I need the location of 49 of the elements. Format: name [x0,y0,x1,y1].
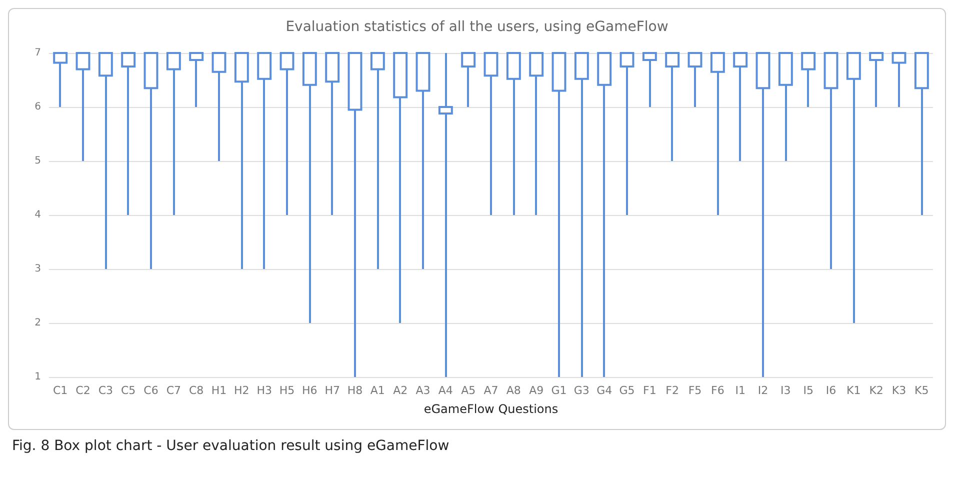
x-tick-label: A4 [438,384,453,397]
y-tick-label: 1 [34,372,41,382]
y-tick-label: 6 [34,102,41,112]
x-tick-label: I2 [758,384,768,397]
x-tick-label: I6 [826,384,836,397]
x-axis-title: eGameFlow Questions [424,402,558,416]
x-tick-label: F6 [711,384,724,397]
x-tick-label: G5 [619,384,635,397]
x-tick-label: K2 [869,384,884,397]
x-tick-label: A9 [529,384,544,397]
x-tick-label: H2 [234,384,250,397]
y-tick-label: 5 [34,156,41,166]
x-tick-label: F5 [688,384,702,397]
x-tick-label: G4 [596,384,612,397]
x-tick-label: C8 [188,384,204,397]
x-tick-label: C6 [144,384,158,397]
x-tick-label: F2 [666,384,679,397]
x-tick-label: I3 [780,384,791,397]
x-tick-label: A5 [461,384,476,397]
y-tick-label: 7 [34,48,41,58]
x-tick-label: H7 [324,384,340,397]
x-tick-label: A3 [416,384,430,397]
chart-title: Evaluation statistics of all the users, using eGameFlow [286,19,668,35]
x-tick-label: C5 [120,384,136,397]
x-tick-label: K1 [846,384,861,397]
x-tick-label: C7 [166,384,182,397]
x-tick-label: K3 [892,384,906,397]
x-tick-label: H1 [211,384,227,397]
y-tick-label: 3 [34,264,41,274]
x-tick-label: G3 [574,384,590,397]
x-tick-label: A1 [370,384,385,397]
x-tick-label: A2 [393,384,408,397]
x-tick-label: F1 [643,384,656,397]
x-tick-label: C3 [98,384,114,397]
x-tick-label: G1 [551,384,567,397]
x-tick-label: K5 [914,384,929,397]
x-tick-label: I5 [803,384,814,397]
x-tick-label: A8 [506,384,521,397]
x-tick-label: C1 [52,384,68,397]
y-tick-label: 4 [34,210,41,220]
x-tick-label: H6 [302,384,318,397]
x-tick-label: A7 [484,384,498,397]
y-tick-label: 2 [34,318,41,328]
x-tick-label: H3 [256,384,272,397]
x-tick-label: I1 [735,384,746,397]
x-tick-label: H5 [279,384,295,397]
caption: Fig. 8 Box plot chart - User evaluation result using eGameFlow [11,437,450,456]
x-tick-label: H8 [347,384,363,397]
x-tick-label: C2 [76,384,90,397]
